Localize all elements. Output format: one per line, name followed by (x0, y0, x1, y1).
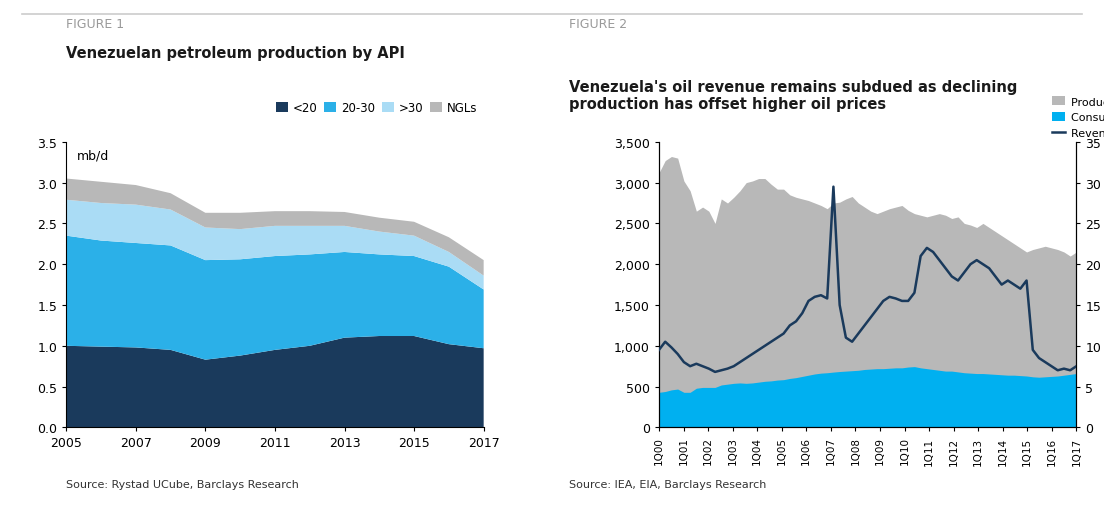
Text: Venezuelan petroleum production by API: Venezuelan petroleum production by API (66, 46, 405, 61)
Legend: Production (lhs, kb/d), Consumption (lhs, kb/d), Revenues (rhs, $bn): Production (lhs, kb/d), Consumption (lhs… (1052, 97, 1104, 138)
Text: FIGURE 1: FIGURE 1 (66, 18, 125, 31)
Legend: <20, 20-30, >30, NGLs: <20, 20-30, >30, NGLs (272, 97, 482, 120)
Text: Venezuela's oil revenue remains subdued as declining
production has offset highe: Venezuela's oil revenue remains subdued … (569, 79, 1017, 112)
Text: Source: IEA, EIA, Barclays Research: Source: IEA, EIA, Barclays Research (569, 478, 766, 489)
Text: Source: Rystad UCube, Barclays Research: Source: Rystad UCube, Barclays Research (66, 478, 299, 489)
Text: FIGURE 2: FIGURE 2 (569, 18, 627, 31)
Text: mb/d: mb/d (76, 149, 109, 162)
